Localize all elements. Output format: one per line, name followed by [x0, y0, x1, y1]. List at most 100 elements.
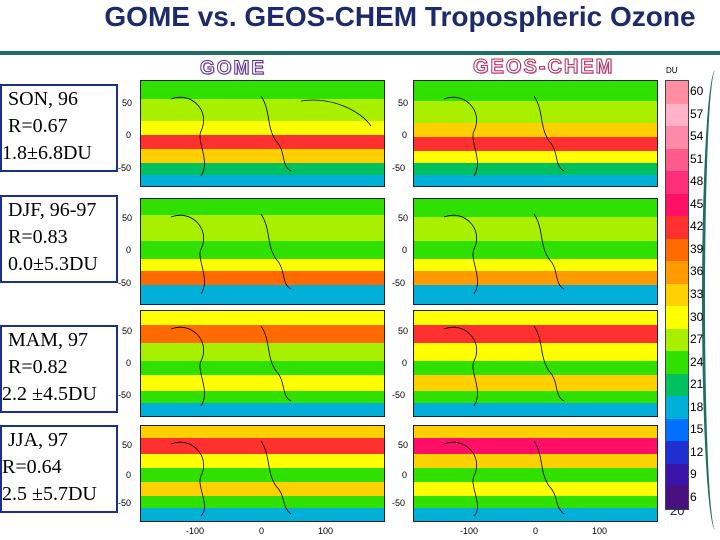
lat-tick: 50: [122, 98, 133, 108]
colorbar-segment: [666, 396, 688, 420]
season-box-son: SON, 96 R=0.67 1.8±6.8DU: [0, 84, 118, 172]
colorbar-tick-label: 57: [690, 106, 704, 121]
lat-tick: -50: [392, 278, 406, 288]
colorbar-tick-label: 42: [690, 219, 704, 234]
colorbar-tick-label: 18: [690, 399, 704, 414]
lat-tick: 0: [402, 130, 408, 140]
season-correlation: R=0.67: [8, 115, 68, 137]
lat-tick: 0: [126, 358, 132, 368]
lat-tick: 0: [402, 245, 408, 255]
map-geos-djf: [413, 198, 658, 305]
lat-tick: 50: [122, 213, 133, 223]
season-bias: 1.8±6.8DU: [2, 142, 92, 164]
colorbar-segment: [666, 171, 688, 195]
map-gome-jja: [140, 425, 385, 522]
map-geos-jja: [413, 425, 658, 522]
map-gome-djf: [140, 198, 385, 305]
colorbar-tick-label: 60: [690, 84, 704, 99]
page-number: 20: [670, 503, 685, 518]
lat-tick: -50: [392, 390, 406, 400]
lon-tick: 0: [533, 526, 539, 536]
lon-tick: -100: [460, 526, 479, 536]
colorbar-segment: [666, 486, 688, 510]
colorbar-tick-label: 15: [690, 422, 704, 437]
lat-tick: 0: [402, 358, 408, 368]
lat-tick: 0: [126, 470, 132, 480]
season-box-mam: MAM, 97 R=0.82 2.2 ±4.5DU: [0, 325, 118, 413]
lat-tick: -50: [118, 163, 132, 173]
colorbar-segment: [666, 238, 688, 262]
colorbar-tick-label: 12: [690, 444, 704, 459]
colorbar-segment: [666, 328, 688, 352]
map-gome-son: [140, 80, 385, 187]
colorbar-tick-label: 9: [690, 467, 697, 482]
lat-tick: -50: [118, 498, 132, 508]
colorbar-segment: [666, 441, 688, 465]
colorbar-segment: [666, 193, 688, 217]
gome-panel-label: GOME: [199, 58, 267, 80]
lat-tick: 0: [402, 470, 408, 480]
colorbar-tick-label: 39: [690, 241, 704, 256]
colorbar-segment: [666, 148, 688, 172]
season-name: JJA, 97: [8, 429, 69, 451]
colorbar-segment: [666, 261, 688, 285]
lon-tick: 100: [592, 526, 608, 536]
season-correlation: R=0.83: [8, 226, 68, 248]
lat-tick: -50: [392, 498, 406, 508]
lat-tick: 50: [398, 98, 409, 108]
season-name: SON, 96: [8, 88, 79, 110]
lat-tick: 50: [398, 326, 409, 336]
season-name: DJF, 96-97: [8, 199, 97, 221]
colorbar-tick-label: 45: [690, 196, 704, 211]
season-box-jja: JJA, 97 R=0.64 2.5 ±5.7DU: [0, 425, 118, 513]
season-correlation: R=0.82: [8, 356, 68, 378]
lat-tick: 50: [122, 440, 133, 450]
lat-tick: -50: [392, 163, 406, 173]
lat-tick: 50: [398, 440, 409, 450]
colorbar-tick-label: 30: [690, 309, 704, 324]
colorbar-tick-label: 27: [690, 332, 704, 347]
colorbar-tick-label: 33: [690, 287, 704, 301]
colorbar-tick-label: 21: [690, 377, 704, 392]
season-bias: 2.2 ±4.5DU: [2, 383, 97, 405]
colorbar-segment: [666, 373, 688, 397]
lat-tick: -50: [118, 278, 132, 288]
colorbar: [665, 80, 689, 510]
lat-tick: 50: [398, 213, 409, 223]
colorbar-segment: [666, 81, 688, 105]
season-bias: 2.5 ±5.7DU: [2, 483, 97, 505]
title-rule: [0, 51, 720, 55]
colorbar-tick-label: 54: [690, 129, 704, 144]
map-geos-mam: [413, 310, 658, 417]
colorbar-segment: [666, 126, 688, 150]
colorbar-tick-label: 48: [690, 174, 704, 189]
colorbar-segment: [666, 351, 688, 375]
slide-title: GOME vs. GEOS-CHEM Tropospheric Ozone: [104, 1, 696, 32]
colorbar-unit: DU: [666, 66, 678, 75]
colorbar-segment: [666, 306, 688, 330]
colorbar-segment: [666, 463, 688, 487]
colorbar-segment: [666, 283, 688, 307]
season-bias: 0.0±5.3DU: [8, 253, 98, 275]
colorbar-tick-label: 51: [690, 151, 704, 166]
colorbar-segment: [666, 216, 688, 240]
lat-tick: 0: [126, 130, 132, 140]
colorbar-segment: [666, 103, 688, 127]
lon-tick: -100: [186, 526, 205, 536]
season-correlation: R=0.64: [2, 456, 62, 478]
lat-tick: 50: [122, 326, 133, 336]
lat-tick: -50: [118, 390, 132, 400]
map-gome-mam: [140, 310, 385, 417]
map-geos-son: [413, 80, 658, 187]
colorbar-tick-label: 36: [690, 264, 704, 279]
lon-tick: 100: [318, 526, 334, 536]
season-name: MAM, 97: [8, 329, 89, 351]
colorbar-tick-label: 24: [690, 354, 704, 369]
slide-decoration-curve: [702, 70, 720, 530]
colorbar-tick-label: 6: [690, 489, 697, 504]
lon-tick: 0: [259, 526, 265, 536]
season-box-djf: DJF, 96-97 R=0.83 0.0±5.3DU: [0, 195, 118, 283]
colorbar-segment: [666, 418, 688, 442]
geos-chem-panel-label: GEOS-CHEM: [472, 56, 615, 79]
lat-tick: 0: [126, 245, 132, 255]
